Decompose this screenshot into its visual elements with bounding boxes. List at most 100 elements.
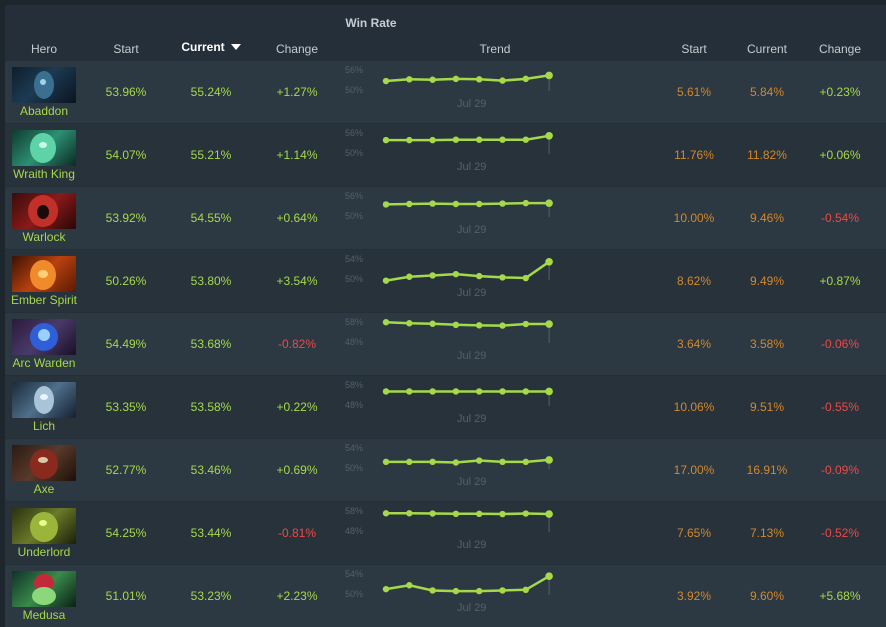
- trend-sparkline[interactable]: 54% 50% Jul 29: [335, 439, 555, 501]
- trend-point[interactable]: [429, 272, 436, 279]
- trend-sparkline[interactable]: 58% 48% Jul 29: [335, 313, 555, 375]
- trend-point[interactable]: [545, 387, 553, 396]
- trend-point[interactable]: [499, 587, 506, 594]
- trend-point[interactable]: [476, 76, 483, 83]
- abaddon-portrait[interactable]: [12, 67, 76, 103]
- trend-point[interactable]: [452, 270, 460, 278]
- trend-point[interactable]: [406, 510, 413, 517]
- table-row[interactable]: Wraith King 54.07% 55.21% +1.14% 11.76% 11.82…: [5, 124, 886, 186]
- trend-point[interactable]: [452, 388, 460, 395]
- hero-name[interactable]: Underlord: [17, 545, 71, 559]
- table-row[interactable]: Warlock 53.92% 54.55% +0.64% 10.00% 9.46% -0.5…: [5, 187, 886, 249]
- table-row[interactable]: Arc Warden 54.49% 53.68% -0.82% 3.64% 3.58% -0…: [5, 313, 886, 375]
- trend-point[interactable]: [545, 320, 553, 328]
- trend-point[interactable]: [429, 136, 436, 144]
- hero-name[interactable]: Abaddon: [19, 104, 69, 118]
- table-row[interactable]: Abaddon 53.96% 55.24% +1.27% 5.61% 5.84% +0.23…: [5, 61, 886, 123]
- table-row[interactable]: Lich 53.35% 53.58% +0.22% 10.06% 9.51% -0.55% 5…: [5, 376, 886, 438]
- trend-point[interactable]: [522, 199, 529, 207]
- trend-point[interactable]: [476, 388, 483, 395]
- trend-point[interactable]: [476, 457, 483, 464]
- trend-point[interactable]: [406, 458, 413, 466]
- column-header-start-2[interactable]: Start: [681, 42, 707, 56]
- column-header-start[interactable]: Start: [113, 42, 139, 56]
- trend-point[interactable]: [452, 459, 460, 466]
- trend-point[interactable]: [522, 388, 529, 395]
- column-header-current[interactable]: Current: [173, 40, 249, 54]
- trend-point[interactable]: [476, 322, 483, 329]
- ember-spirit-portrait[interactable]: [12, 256, 76, 292]
- trend-point[interactable]: [499, 200, 506, 207]
- trend-sparkline[interactable]: 56% 50% Jul 29: [335, 124, 555, 186]
- trend-point[interactable]: [476, 510, 483, 517]
- medusa-portrait[interactable]: [12, 571, 76, 607]
- trend-point[interactable]: [545, 199, 553, 207]
- axe-portrait[interactable]: [12, 445, 76, 481]
- trend-point[interactable]: [382, 201, 390, 208]
- underlord-portrait[interactable]: [12, 508, 76, 544]
- trend-sparkline[interactable]: 58% 48% Jul 29: [335, 376, 555, 438]
- trend-point[interactable]: [476, 587, 483, 595]
- column-header-trend[interactable]: Trend: [479, 42, 511, 56]
- trend-point[interactable]: [429, 200, 436, 207]
- trend-point[interactable]: [522, 510, 529, 517]
- trend-point[interactable]: [545, 132, 553, 140]
- trend-point[interactable]: [429, 388, 436, 395]
- hero-name[interactable]: Lich: [32, 419, 55, 433]
- column-header-change-2[interactable]: Change: [818, 42, 862, 56]
- trend-point[interactable]: [382, 277, 390, 284]
- trend-point[interactable]: [382, 319, 390, 326]
- trend-point[interactable]: [476, 136, 483, 143]
- trend-point[interactable]: [545, 456, 553, 464]
- trend-point[interactable]: [406, 76, 413, 83]
- trend-point[interactable]: [406, 273, 413, 280]
- trend-point[interactable]: [545, 258, 553, 266]
- lich-portrait[interactable]: [12, 382, 76, 418]
- column-header-current-2[interactable]: Current: [746, 42, 787, 56]
- hero-name[interactable]: Arc Warden: [12, 356, 76, 370]
- trend-point[interactable]: [545, 71, 553, 80]
- trend-sparkline[interactable]: 58% 48% Jul 29: [335, 502, 555, 564]
- column-header-change[interactable]: Change: [275, 42, 319, 56]
- table-row[interactable]: Axe 52.77% 53.46% +0.69% 17.00% 16.91% -0.09% 5…: [5, 439, 886, 501]
- trend-point[interactable]: [429, 587, 436, 594]
- trend-point[interactable]: [499, 458, 506, 466]
- trend-sparkline[interactable]: 56% 50% Jul 29: [335, 61, 555, 123]
- trend-point[interactable]: [522, 136, 529, 143]
- warlock-portrait[interactable]: [12, 193, 76, 229]
- table-row[interactable]: Medusa 51.01% 53.23% +2.23% 3.92% 9.60% +5.68%…: [5, 565, 886, 627]
- trend-point[interactable]: [406, 200, 413, 208]
- trend-point[interactable]: [545, 572, 553, 580]
- hero-name[interactable]: Warlock: [22, 230, 66, 244]
- trend-point[interactable]: [382, 458, 390, 466]
- trend-point[interactable]: [429, 76, 436, 83]
- trend-point[interactable]: [382, 510, 390, 517]
- column-header-hero[interactable]: Hero: [30, 42, 57, 56]
- trend-point[interactable]: [476, 272, 483, 280]
- trend-point[interactable]: [522, 320, 529, 328]
- hero-name[interactable]: Axe: [33, 482, 55, 496]
- trend-point[interactable]: [499, 77, 506, 84]
- wraith-king-portrait[interactable]: [12, 130, 76, 166]
- hero-name[interactable]: Wraith King: [13, 167, 75, 181]
- trend-point[interactable]: [429, 458, 436, 466]
- arc-warden-portrait[interactable]: [12, 319, 76, 355]
- trend-point[interactable]: [476, 200, 483, 208]
- trend-point[interactable]: [429, 320, 436, 327]
- trend-point[interactable]: [406, 388, 413, 395]
- trend-point[interactable]: [452, 75, 460, 83]
- trend-point[interactable]: [452, 510, 460, 517]
- trend-sparkline[interactable]: 56% 50% Jul 29: [335, 187, 555, 249]
- trend-point[interactable]: [382, 388, 390, 395]
- table-row[interactable]: Ember Spirit 50.26% 53.80% +3.54% 8.62% 9.49%…: [5, 250, 886, 312]
- trend-point[interactable]: [452, 200, 460, 208]
- trend-point[interactable]: [382, 136, 390, 144]
- trend-sparkline[interactable]: 54% 50% Jul 29: [335, 565, 555, 627]
- trend-point[interactable]: [499, 322, 506, 329]
- trend-point[interactable]: [522, 458, 529, 466]
- trend-point[interactable]: [499, 136, 506, 143]
- trend-point[interactable]: [522, 586, 529, 593]
- hero-name[interactable]: Medusa: [22, 608, 66, 622]
- trend-point[interactable]: [382, 77, 390, 85]
- trend-point[interactable]: [406, 320, 413, 327]
